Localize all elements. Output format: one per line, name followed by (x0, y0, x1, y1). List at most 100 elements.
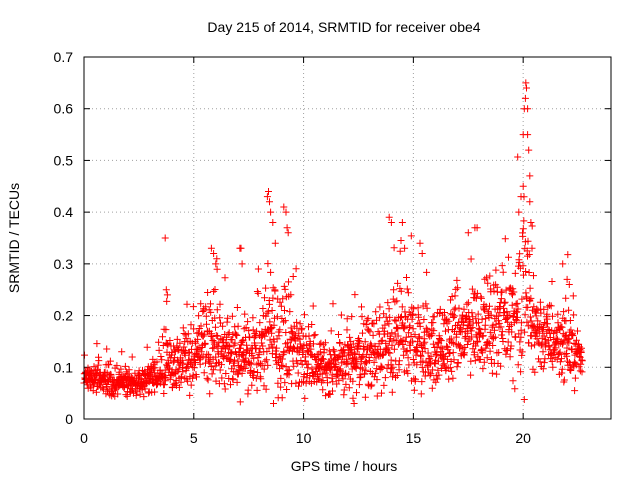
data-point (357, 373, 365, 381)
data-point (506, 353, 514, 361)
data-point (467, 357, 475, 365)
data-point (397, 314, 404, 322)
data-point (417, 352, 425, 360)
data-point (319, 377, 327, 385)
data-point (298, 324, 306, 332)
data-point (275, 332, 283, 340)
data-point (558, 365, 566, 373)
data-point (281, 285, 289, 293)
data-point (249, 326, 257, 334)
data-point (464, 329, 472, 337)
data-point (206, 390, 214, 398)
data-point (94, 361, 102, 369)
data-point (294, 334, 302, 342)
data-point (390, 244, 398, 252)
data-point (388, 341, 396, 349)
data-point (219, 353, 227, 360)
data-point (422, 300, 430, 308)
data-point (179, 324, 187, 332)
data-point (426, 371, 434, 379)
data-point (280, 349, 288, 357)
data-point (228, 312, 236, 320)
data-point (560, 308, 568, 316)
data-point (183, 300, 191, 308)
data-point (263, 193, 271, 201)
data-point (212, 260, 220, 268)
data-point (340, 386, 348, 394)
data-point (467, 371, 475, 379)
data-point (220, 380, 228, 388)
data-point (256, 319, 264, 327)
data-point (487, 288, 495, 296)
data-point (571, 374, 579, 382)
data-point (503, 346, 511, 354)
data-point (202, 312, 210, 320)
data-point (329, 346, 337, 354)
data-point (267, 208, 275, 216)
data-point (160, 381, 168, 389)
data-point (261, 357, 269, 365)
data-point (196, 360, 204, 368)
data-point (389, 369, 397, 377)
data-point (506, 323, 514, 330)
data-point (197, 348, 205, 356)
x-tick-label: 20 (515, 430, 531, 446)
data-point (342, 380, 350, 388)
data-point (202, 303, 210, 311)
data-point (320, 355, 327, 363)
data-point (319, 355, 326, 363)
data-point (486, 272, 494, 280)
data-point (548, 357, 556, 365)
data-point (266, 336, 274, 344)
data-point (286, 308, 294, 316)
data-point (513, 299, 521, 307)
data-point (257, 375, 265, 383)
data-point (319, 386, 327, 394)
data-point (472, 342, 480, 350)
data-point (468, 309, 476, 317)
data-point (157, 353, 165, 360)
data-point (124, 370, 132, 378)
data-point (122, 391, 130, 399)
data-point (455, 304, 463, 312)
data-point (131, 386, 139, 394)
data-point (218, 374, 226, 382)
data-point (228, 348, 236, 356)
data-point (438, 345, 446, 353)
data-point (212, 332, 220, 339)
data-point (106, 357, 114, 365)
data-point (373, 392, 381, 400)
data-point (499, 268, 507, 276)
data-point (225, 329, 233, 337)
data-point (491, 333, 499, 341)
data-point (516, 250, 524, 258)
data-point (493, 370, 501, 378)
data-point (417, 390, 425, 398)
data-point (471, 348, 478, 356)
data-point (95, 357, 103, 365)
data-point (393, 323, 401, 331)
data-point (182, 334, 190, 342)
data-point (359, 352, 367, 360)
data-point (567, 326, 575, 334)
data-point (280, 203, 288, 211)
data-point (263, 326, 271, 334)
data-point (234, 322, 242, 330)
data-point (205, 358, 213, 366)
data-point (248, 381, 256, 389)
data-point (158, 356, 166, 364)
data-point (151, 388, 159, 396)
data-point (508, 301, 516, 309)
data-point (219, 322, 227, 330)
data-point (264, 307, 272, 315)
data-point (201, 340, 209, 348)
data-point (345, 384, 353, 392)
data-point (498, 262, 506, 270)
data-point (266, 300, 273, 308)
data-point (285, 278, 292, 286)
data-point (520, 396, 528, 403)
data-point (264, 260, 272, 268)
data-point (294, 369, 302, 377)
data-point (332, 360, 340, 368)
data-point (478, 349, 486, 357)
